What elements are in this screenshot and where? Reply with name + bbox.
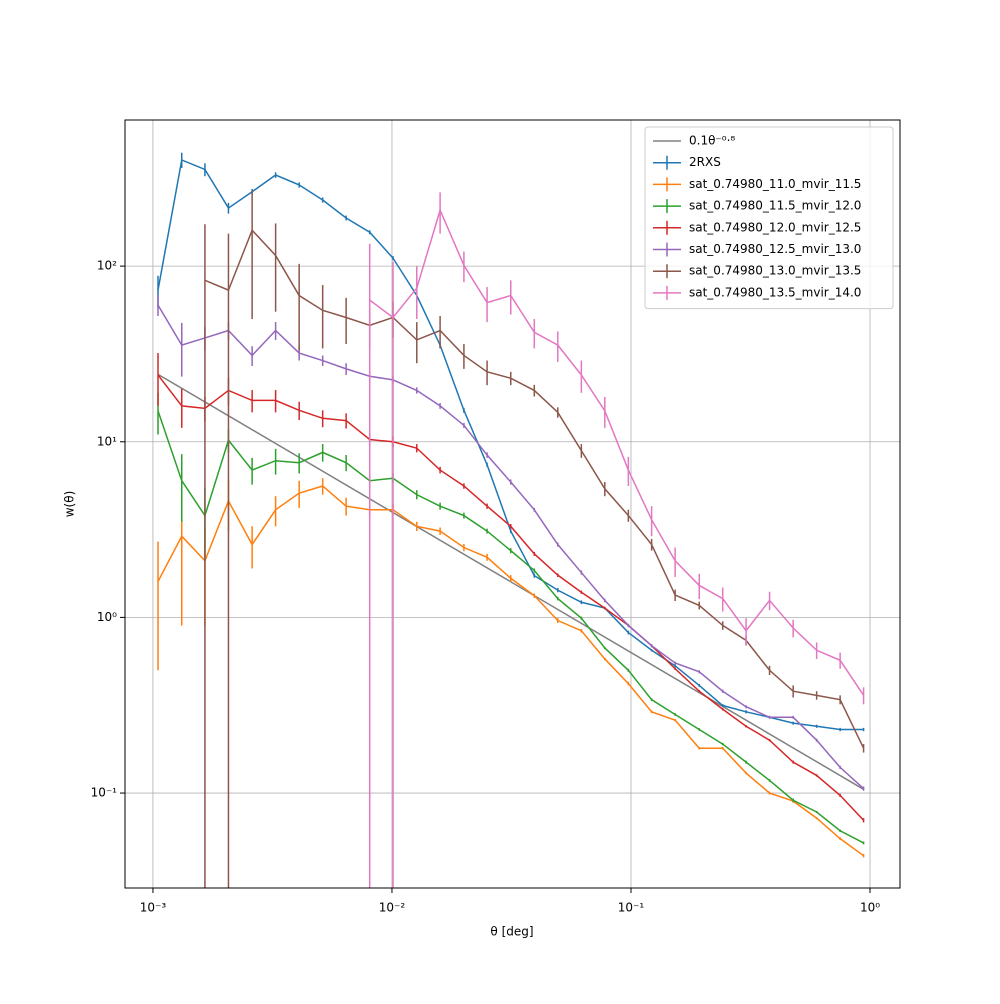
x-tick-label: 10⁰ (860, 901, 880, 915)
series-line (157, 158, 864, 731)
x-tick-label: 10⁻² (379, 901, 406, 915)
legend-box (644, 126, 894, 310)
legend-label: 0.1θ⁻⁰·⁸ (689, 134, 735, 148)
x-axis-label: θ [deg] (490, 925, 533, 939)
legend-label: sat_0.74980_12.5_mvir_13.0 (689, 242, 861, 256)
series-line (157, 304, 865, 790)
series-line (157, 373, 864, 790)
plot-frame (124, 119, 901, 889)
x-tick-label: 10⁻³ (140, 901, 167, 915)
legend-label: sat_0.74980_12.0_mvir_12.5 (689, 220, 861, 234)
series-line (157, 410, 864, 844)
legend-label: 2RXS (689, 155, 721, 169)
y-tick-label: 10² (97, 259, 117, 273)
legend-label: sat_0.74980_13.5_mvir_14.0 (689, 285, 861, 299)
y-tick-label: 10⁻¹ (91, 786, 118, 800)
series-line (204, 228, 865, 749)
y-axis-label: w(θ) (63, 491, 77, 518)
y-tick-label: 10⁰ (97, 610, 117, 624)
legend-label: sat_0.74980_13.0_mvir_13.5 (689, 264, 861, 278)
legend-label: sat_0.74980_11.5_mvir_12.0 (689, 199, 861, 213)
series-line (157, 374, 865, 821)
series-line (157, 485, 865, 857)
y-tick-label: 10¹ (97, 434, 117, 448)
legend-label: sat_0.74980_11.0_mvir_11.5 (689, 177, 861, 191)
x-tick-label: 10⁻¹ (618, 901, 645, 915)
series-line (369, 208, 865, 696)
